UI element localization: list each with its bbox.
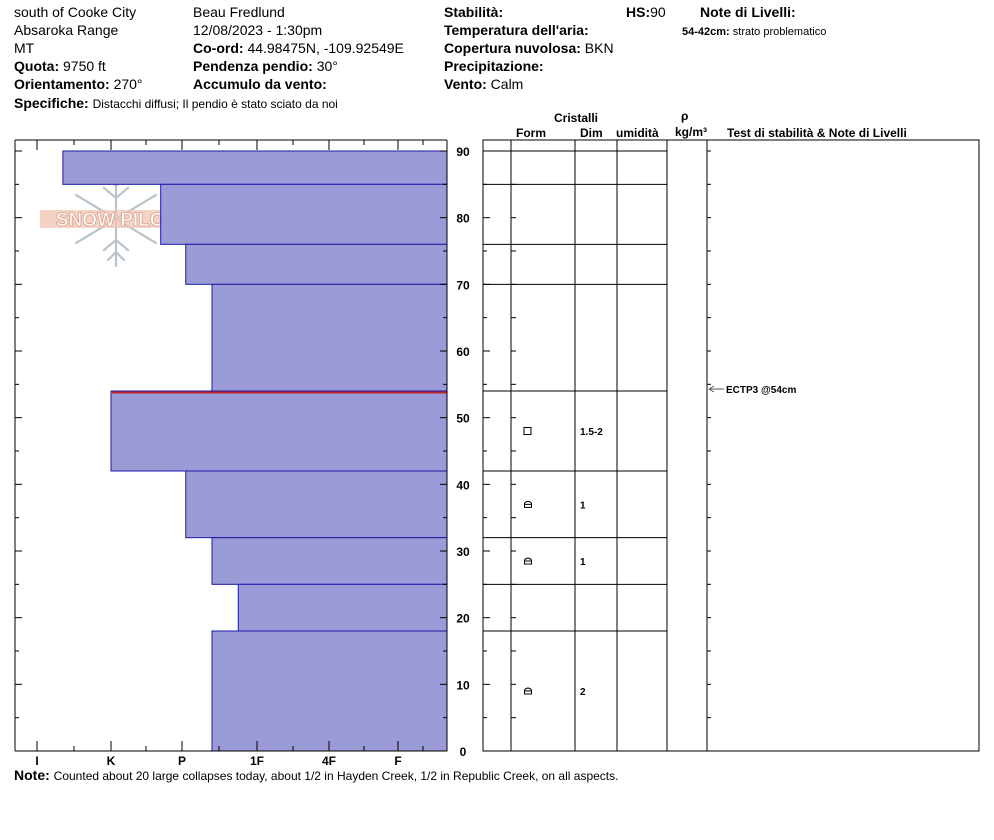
logo-text: SNOW PILOT xyxy=(56,210,177,231)
layer-notes-label: Note di Livelli: xyxy=(700,4,796,20)
rho-header: ρ xyxy=(681,109,689,123)
coordinates-label: Co-ord: xyxy=(193,40,244,56)
state: MT xyxy=(14,40,35,56)
wind: Vento: Calm xyxy=(444,76,523,92)
grain-form-faceted-3 xyxy=(524,687,532,695)
range: Absaroka Range xyxy=(14,22,119,38)
hardness-bar-3 xyxy=(211,283,448,392)
grain-size-3: 2 xyxy=(580,687,586,698)
aspect-value: 270° xyxy=(113,76,143,92)
slope-value: 30° xyxy=(316,58,338,74)
depth-label-60: 60 xyxy=(456,345,470,359)
hardness-label-I: I xyxy=(35,754,38,768)
wind-label: Vento: xyxy=(444,76,487,92)
coordinates-value: 44.98475N, -109.92549E xyxy=(247,40,404,56)
specifics-label: Specifiche: xyxy=(14,95,89,111)
precipitation-label: Precipitazione: xyxy=(444,58,544,74)
coordinates: Co-ord: 44.98475N, -109.92549E xyxy=(193,40,404,56)
hardness-label-F: F xyxy=(394,754,401,768)
grain-form-faceted-2 xyxy=(524,557,532,565)
hardness-bar-1 xyxy=(160,183,448,245)
hardness-label-K: K xyxy=(107,754,116,768)
depth-label-20: 20 xyxy=(456,612,470,626)
specifics: Specifiche: Distacchi diffusi; Il pendio… xyxy=(14,95,338,112)
hardness-bar-8 xyxy=(211,630,448,752)
cloud-cover-label: Copertura nuvolosa: xyxy=(444,40,581,56)
depth-label-30: 30 xyxy=(456,545,470,559)
slope: Pendenza pendio: 30° xyxy=(193,58,338,74)
air-temperature-label: Temperatura dell'aria: xyxy=(444,22,589,38)
hardness-bar-4 xyxy=(110,390,448,472)
dim-header: Dim xyxy=(580,126,603,140)
moisture-header: umidità xyxy=(616,126,659,140)
depth-label-50: 50 xyxy=(456,412,470,426)
specifics-value: Distacchi diffusi; Il pendio è stato sci… xyxy=(92,97,338,111)
layer-note: 54-42cm: strato problematico xyxy=(682,24,826,40)
crystals-header: Cristalli xyxy=(554,111,599,125)
hardness-bar-2 xyxy=(185,243,448,285)
note: Note: Counted about 20 large collapses t… xyxy=(14,767,618,784)
grain-form-square-0 xyxy=(523,427,532,435)
density-header: kg/m³ xyxy=(675,125,708,139)
depth-label-70: 70 xyxy=(456,278,470,292)
grain-size-1: 1 xyxy=(580,500,586,511)
depth-label-10: 10 xyxy=(456,678,470,692)
elevation-value: 9750 ft xyxy=(63,58,106,74)
slope-label: Pendenza pendio: xyxy=(193,58,313,74)
test-arrowhead-0 xyxy=(708,385,715,393)
elevation-label: Quota: xyxy=(14,58,60,74)
test-label-0: ECTP3 @54cm xyxy=(726,385,796,396)
depth-label-0: 0 xyxy=(460,745,467,759)
cloud-cover-value: BKN xyxy=(584,40,614,56)
depth-label-90: 90 xyxy=(456,145,470,159)
datetime: 12/08/2023 - 1:30pm xyxy=(193,22,323,38)
profile-table-frame xyxy=(482,139,980,752)
note-label: Note: xyxy=(14,767,50,783)
observer: Beau Fredlund xyxy=(193,4,285,20)
hardness-bar-5 xyxy=(185,470,448,539)
aspect: Orientamento: 270° xyxy=(14,76,143,92)
snow-height-value: 90 xyxy=(650,4,666,20)
form-header: Form xyxy=(516,126,546,140)
stability-notes-header: Test di stabilità & Note di Livelli xyxy=(727,126,907,140)
layer-note-range: 54-42cm: xyxy=(682,26,730,38)
note-text: Counted about 20 large collapses today, … xyxy=(53,769,619,783)
hardness-bar-6 xyxy=(211,537,448,585)
stability-test-column: ECTP3 @54cm xyxy=(708,385,796,396)
hardness-label-1F: 1F xyxy=(250,754,264,768)
layer-note-text: strato problematico xyxy=(732,26,827,38)
hardness-bar-7 xyxy=(237,583,448,632)
cloud-cover: Copertura nuvolosa: BKN xyxy=(444,40,614,56)
snowpilot-logo: SNOW PILOT xyxy=(40,170,192,268)
stability-label: Stabilità: xyxy=(444,4,504,20)
depth-label-40: 40 xyxy=(456,478,470,492)
aspect-label: Orientamento: xyxy=(14,76,110,92)
grain-size-2: 1 xyxy=(580,557,586,568)
depth-label-80: 80 xyxy=(456,212,470,226)
location: south of Cooke City xyxy=(14,4,137,20)
grain-form-faceted-1 xyxy=(524,500,532,508)
snow-height: HS:90 xyxy=(626,4,666,20)
grain-size-0: 1.5-2 xyxy=(580,427,603,438)
hardness-label-4F: 4F xyxy=(322,754,336,768)
snow-height-label: HS: xyxy=(626,4,651,20)
hardness-label-P: P xyxy=(178,754,186,768)
wind-value: Calm xyxy=(490,76,524,92)
wind-loading-label: Accumulo da vento: xyxy=(193,76,327,92)
elevation: Quota: 9750 ft xyxy=(14,58,106,74)
grain-column: 1.5-2 1 1 2 xyxy=(523,427,603,698)
